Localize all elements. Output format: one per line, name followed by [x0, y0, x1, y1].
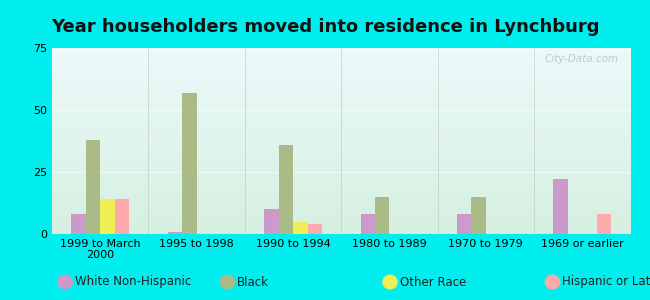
Bar: [597, 214, 611, 234]
Text: Other Race: Other Race: [400, 275, 466, 289]
Bar: [168, 232, 182, 234]
Bar: [182, 93, 196, 234]
Bar: [264, 209, 279, 234]
Bar: [361, 214, 375, 234]
Bar: [100, 199, 114, 234]
Text: City-Data.com: City-Data.com: [545, 54, 619, 64]
Bar: [293, 222, 307, 234]
Text: White Non-Hispanic: White Non-Hispanic: [75, 275, 191, 289]
Bar: [72, 214, 86, 234]
Bar: [375, 197, 389, 234]
Text: Year householders moved into residence in Lynchburg: Year householders moved into residence i…: [51, 18, 599, 36]
Bar: [471, 197, 486, 234]
Text: Black: Black: [237, 275, 269, 289]
Bar: [553, 179, 568, 234]
Bar: [86, 140, 100, 234]
Text: Hispanic or Latino: Hispanic or Latino: [562, 275, 650, 289]
Bar: [114, 199, 129, 234]
Bar: [457, 214, 471, 234]
Bar: [279, 145, 293, 234]
Bar: [307, 224, 322, 234]
